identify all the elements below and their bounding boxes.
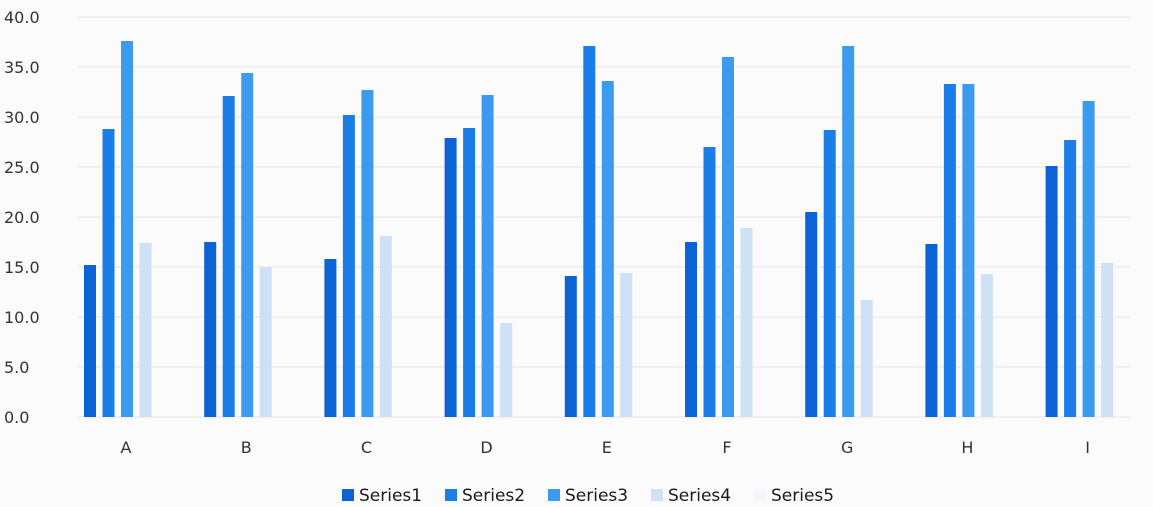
y-tick-label: 35.0 <box>4 58 40 77</box>
bar-series1-g <box>805 212 818 417</box>
category-label: H <box>961 438 973 457</box>
y-tick-label: 40.0 <box>4 8 40 27</box>
legend-label: Series4 <box>668 486 731 506</box>
legend-label: Series5 <box>771 486 834 506</box>
bar-series3-i <box>1082 101 1095 417</box>
category-label: D <box>480 438 492 457</box>
y-tick-label: 10.0 <box>4 308 40 327</box>
bar-series1-e <box>564 276 577 417</box>
bar-series1-c <box>324 259 337 417</box>
legend-swatch-series2 <box>445 489 457 501</box>
legend-label: Series1 <box>359 486 422 506</box>
bar-series2-h <box>943 84 956 417</box>
bar-series4-a <box>139 243 152 417</box>
y-tick-label: 0.0 <box>4 408 29 427</box>
category-label: I <box>1085 438 1090 457</box>
bar-series4-f <box>740 228 753 417</box>
legend: Series1 Series2 Series3 Series4 Series5 <box>342 486 834 506</box>
y-tick-label: 25.0 <box>4 158 40 177</box>
bar-series4-d <box>500 323 513 417</box>
bar-series1-i <box>1045 166 1058 417</box>
bar-series2-i <box>1064 140 1077 417</box>
bar-series3-f <box>722 57 734 417</box>
category-label: E <box>602 438 612 457</box>
bar-series4-i <box>1101 263 1114 417</box>
bar-series2-f <box>703 147 716 417</box>
bar-series3-e <box>601 81 614 417</box>
y-tick-label: 15.0 <box>4 258 40 277</box>
legend-swatch-series4 <box>651 489 663 501</box>
bar-series4-g <box>860 300 873 417</box>
bar-series3-g <box>842 46 855 417</box>
legend-swatch-series5 <box>754 489 766 501</box>
legend-swatch-series1 <box>342 489 354 501</box>
category-label: A <box>121 438 132 457</box>
x-axis-category-labels: A B C D E F G H I <box>121 438 1090 457</box>
category-label: F <box>722 438 731 457</box>
category-label: C <box>361 438 372 457</box>
bar-series2-e <box>583 46 596 417</box>
bar-series1-h <box>925 244 938 417</box>
bar-series1-a <box>84 265 96 417</box>
bars <box>84 41 1114 417</box>
category-label: G <box>841 438 853 457</box>
bar-series3-c <box>361 90 374 417</box>
y-tick-label: 30.0 <box>4 108 40 127</box>
category-label: B <box>241 438 252 457</box>
bar-series2-b <box>222 96 235 417</box>
bar-series3-d <box>481 95 494 417</box>
bar-series3-h <box>962 84 975 417</box>
bar-series4-e <box>620 273 633 417</box>
bar-series4-h <box>980 274 993 417</box>
bar-series3-a <box>121 41 133 417</box>
bar-series4-c <box>379 236 392 417</box>
bar-series2-c <box>342 115 355 417</box>
legend-label: Series3 <box>565 486 628 506</box>
bar-series1-f <box>685 242 697 417</box>
legend-label: Series2 <box>462 486 525 506</box>
bar-series2-d <box>463 128 476 417</box>
y-tick-label: 20.0 <box>4 208 40 227</box>
bar-series3-b <box>241 73 254 417</box>
bar-series4-b <box>259 267 272 417</box>
bar-series2-a <box>102 129 115 417</box>
bar-series1-d <box>444 138 457 417</box>
bar-series2-g <box>823 130 836 417</box>
bar-series1-b <box>204 242 217 417</box>
y-tick-label: 5.0 <box>4 358 29 377</box>
legend-swatch-series3 <box>548 489 560 501</box>
y-axis-tick-labels: 0.0 5.0 10.0 15.0 20.0 25.0 30.0 35.0 40.0 <box>4 8 40 427</box>
